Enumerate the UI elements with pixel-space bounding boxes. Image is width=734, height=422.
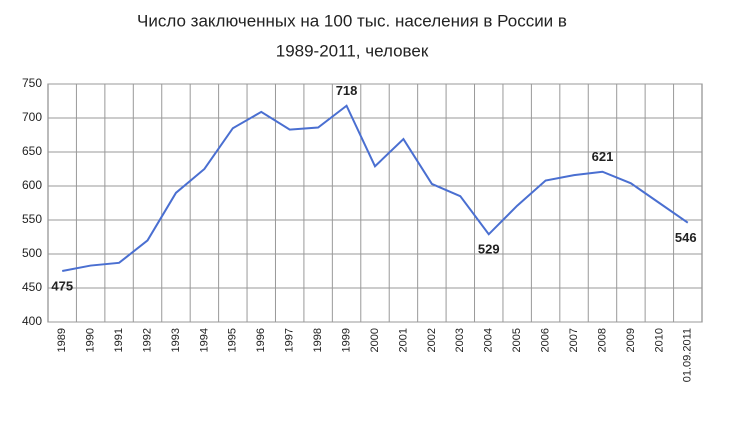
- x-tick-label: 1989: [56, 328, 68, 352]
- x-tick-label: 1992: [141, 328, 153, 352]
- data-label: 718: [336, 83, 358, 98]
- chart-title: Число заключенных на 100 тыс. населения …: [137, 11, 567, 30]
- x-tick-label: 2002: [426, 328, 438, 352]
- y-tick-label: 700: [22, 110, 42, 124]
- x-tick-label: 1991: [113, 328, 125, 352]
- x-tick-label: 2008: [596, 328, 608, 352]
- x-tick-label: 2000: [369, 328, 381, 352]
- y-tick-label: 600: [22, 178, 42, 192]
- x-tick-label: 2003: [454, 328, 466, 352]
- x-tick-label: 01.09.2011: [682, 328, 694, 382]
- data-label: 529: [478, 242, 500, 257]
- x-tick-label: 2006: [540, 328, 552, 352]
- x-tick-label: 1995: [227, 328, 239, 352]
- x-tick-label: 2005: [511, 328, 523, 352]
- x-tick-label: 1993: [170, 328, 182, 352]
- x-tick-label: 1999: [340, 328, 352, 352]
- x-tick-label: 2004: [483, 328, 495, 352]
- y-tick-label: 750: [22, 76, 42, 90]
- x-tick-label: 2007: [568, 328, 580, 352]
- y-tick-label: 650: [22, 144, 42, 158]
- x-tick-label: 1990: [85, 328, 97, 352]
- x-tick-label: 1994: [198, 328, 210, 352]
- x-tick-label: 1997: [284, 328, 296, 352]
- y-tick-label: 450: [22, 280, 42, 294]
- x-tick-label: 1998: [312, 328, 324, 352]
- x-tick-label: 2001: [397, 328, 409, 352]
- y-tick-label: 500: [22, 246, 42, 260]
- data-label: 546: [675, 230, 697, 245]
- y-tick-label: 400: [22, 314, 42, 328]
- x-tick-label: 1996: [255, 328, 267, 352]
- plot-area: [47, 83, 703, 323]
- chart-title: 1989-2011, человек: [276, 41, 429, 60]
- x-tick-label: 2010: [653, 328, 665, 352]
- data-label: 621: [592, 149, 614, 164]
- y-tick-label: 550: [22, 212, 42, 226]
- x-tick-label: 2009: [625, 328, 637, 352]
- line: [62, 104, 689, 272]
- data-label: 475: [51, 278, 73, 293]
